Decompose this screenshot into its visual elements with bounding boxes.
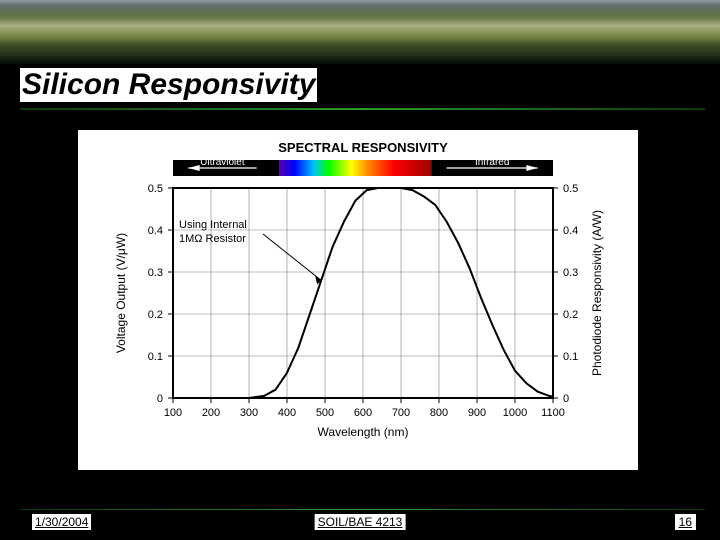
svg-text:0.2: 0.2 <box>148 309 163 321</box>
svg-text:Infrared: Infrared <box>475 157 509 168</box>
svg-text:Ultraviolet: Ultraviolet <box>200 157 245 168</box>
svg-text:0.1: 0.1 <box>148 351 163 363</box>
svg-text:800: 800 <box>430 407 448 419</box>
responsivity-chart: 100 200 300 400 500 600 700 800 900 1000 1100 0 0 0.1… <box>78 130 638 470</box>
svg-text:600: 600 <box>354 407 372 419</box>
slide-title: Silicon Responsivity <box>20 68 317 102</box>
svg-text:0.3: 0.3 <box>148 267 163 279</box>
svg-text:Photodiode Responsivity (A/W): Photodiode Responsivity (A/W) <box>590 210 604 376</box>
svg-text:0.5: 0.5 <box>563 183 578 195</box>
svg-text:0.5: 0.5 <box>148 183 163 195</box>
footer: 1/30/2004 SOIL/BAE 4213 16 <box>0 506 720 534</box>
svg-text:700: 700 <box>392 407 410 419</box>
svg-text:0: 0 <box>157 393 163 405</box>
svg-text:0: 0 <box>563 393 569 405</box>
svg-text:400: 400 <box>278 407 296 419</box>
chart-panel: 100 200 300 400 500 600 700 800 900 1000 1100 0 0 0.1… <box>78 130 638 470</box>
svg-text:1100: 1100 <box>541 407 565 419</box>
svg-text:1000: 1000 <box>503 407 527 419</box>
footer-course: SOIL/BAE 4213 <box>315 514 406 530</box>
svg-text:0.2: 0.2 <box>563 309 578 321</box>
svg-text:Voltage Output (V/μW): Voltage Output (V/μW) <box>114 233 128 353</box>
svg-text:SPECTRAL RESPONSIVITY: SPECTRAL RESPONSIVITY <box>278 140 448 155</box>
svg-text:0.4: 0.4 <box>148 225 163 237</box>
svg-text:300: 300 <box>240 407 258 419</box>
svg-text:Using Internal: Using Internal <box>179 219 247 231</box>
banner-image <box>0 0 720 64</box>
footer-date: 1/30/2004 <box>32 514 91 530</box>
footer-pagenum: 16 <box>675 514 696 530</box>
svg-text:0.4: 0.4 <box>563 225 578 237</box>
svg-text:0.1: 0.1 <box>563 351 578 363</box>
svg-text:Wavelength (nm): Wavelength (nm) <box>318 425 409 439</box>
svg-text:0.3: 0.3 <box>563 267 578 279</box>
title-wrap: Silicon Responsivity <box>20 68 317 102</box>
slide: Silicon Responsivity 100 200 300 400 500 600 7… <box>0 0 720 540</box>
title-rule <box>20 108 705 110</box>
svg-text:500: 500 <box>316 407 334 419</box>
svg-text:900: 900 <box>468 407 486 419</box>
svg-text:200: 200 <box>202 407 220 419</box>
svg-text:100: 100 <box>164 407 182 419</box>
svg-text:1MΩ Resistor: 1MΩ Resistor <box>179 233 246 245</box>
